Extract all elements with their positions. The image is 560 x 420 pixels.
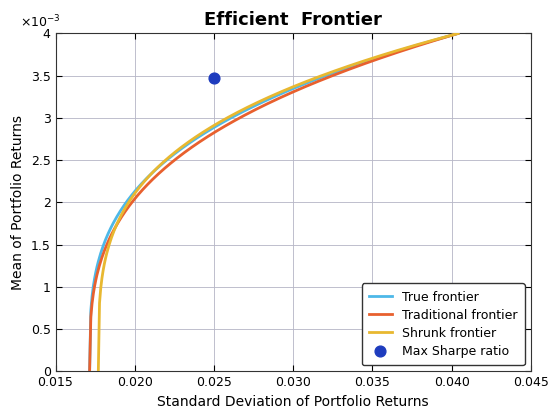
Traditional frontier [397, 49, 404, 54]
True frontier [312, 77, 319, 82]
True frontier [397, 48, 404, 53]
Shrunk frontier [308, 77, 315, 82]
Shrunk frontier [398, 47, 405, 52]
Line: True frontier: True frontier [90, 34, 458, 371]
Line: Traditional frontier: Traditional frontier [90, 34, 458, 371]
Title: Efficient  Frontier: Efficient Frontier [204, 11, 382, 29]
Shrunk frontier [309, 76, 316, 81]
Shrunk frontier [421, 40, 428, 45]
Traditional frontier [312, 80, 319, 85]
True frontier [420, 41, 427, 46]
True frontier [306, 80, 312, 85]
True frontier [86, 369, 93, 374]
Shrunk frontier [95, 369, 102, 374]
True frontier [304, 80, 311, 85]
X-axis label: Standard Deviation of Portfolio Returns: Standard Deviation of Portfolio Returns [157, 395, 429, 409]
Shrunk frontier [96, 300, 103, 305]
Shrunk frontier [315, 74, 322, 79]
Line: Shrunk frontier: Shrunk frontier [99, 34, 458, 371]
Legend: True frontier, Traditional frontier, Shrunk frontier, Max Sharpe ratio: True frontier, Traditional frontier, Shr… [362, 283, 525, 365]
Traditional frontier [86, 369, 93, 374]
Traditional frontier [306, 83, 312, 88]
Max Sharpe ratio [209, 75, 218, 81]
True frontier [455, 31, 461, 36]
Traditional frontier [455, 31, 461, 36]
Traditional frontier [87, 315, 94, 320]
Traditional frontier [420, 42, 427, 47]
Traditional frontier [304, 83, 311, 88]
True frontier [87, 308, 94, 313]
Text: $\times10^{-3}$: $\times10^{-3}$ [20, 13, 60, 30]
Shrunk frontier [455, 31, 461, 36]
Y-axis label: Mean of Portfolio Returns: Mean of Portfolio Returns [11, 115, 25, 290]
